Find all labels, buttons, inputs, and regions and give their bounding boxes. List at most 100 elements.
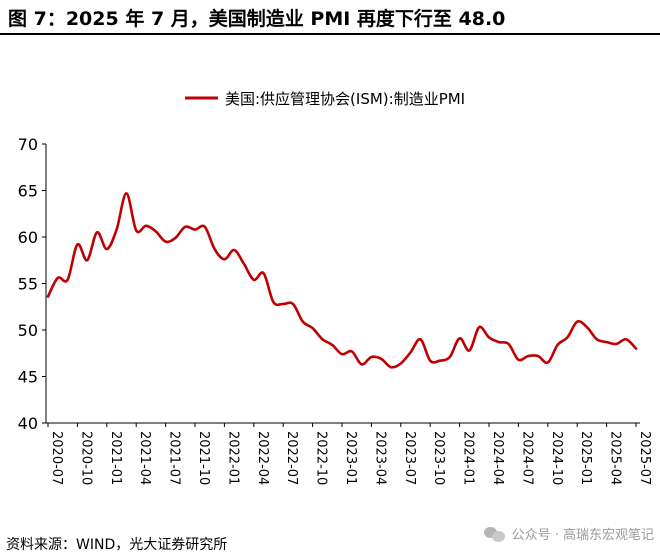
data-point <box>233 249 235 251</box>
x-tick-label: 2024-04 <box>490 431 505 485</box>
wechat-icon <box>483 526 506 542</box>
x-tick-label: 2022-04 <box>255 431 270 485</box>
data-point <box>86 259 88 261</box>
x-tick-label: 2025-04 <box>608 431 623 485</box>
data-point <box>115 228 117 230</box>
data-point <box>311 327 313 329</box>
data-point <box>302 320 304 322</box>
x-tick-label: 2024-10 <box>549 431 564 485</box>
data-point <box>106 248 108 250</box>
y-tick-label: 70 <box>18 135 38 154</box>
data-point <box>76 243 78 245</box>
data-point <box>615 343 617 345</box>
data-point <box>164 240 166 242</box>
data-point <box>380 358 382 360</box>
data-point <box>204 226 206 228</box>
source-note: 资料来源：WIND，光大证券研究所 <box>6 537 228 553</box>
data-point <box>429 359 431 361</box>
x-tick-label: 2021-01 <box>108 431 123 485</box>
y-tick-label: 50 <box>18 321 38 340</box>
data-point <box>145 225 147 227</box>
x-tick-label: 2025-01 <box>578 431 593 485</box>
data-point <box>439 359 441 361</box>
pmi-line-chart: 美国:供应管理协会(ISM):制造业PMI 40 45 50 55 60 65 70 2020… <box>18 90 652 485</box>
y-tick-label: 65 <box>18 182 38 201</box>
x-tick-label: 2023-01 <box>343 431 358 485</box>
data-point <box>292 303 294 305</box>
x-tick-label: 2023-10 <box>431 431 446 485</box>
x-tick-label: 2022-07 <box>284 431 299 485</box>
data-point <box>253 279 255 281</box>
data-point <box>517 359 519 361</box>
data-point <box>458 337 460 339</box>
data-point <box>488 336 490 338</box>
legend: 美国:供应管理协会(ISM):制造业PMI <box>185 90 465 108</box>
data-point <box>468 349 470 351</box>
data-point <box>174 237 176 239</box>
series-line-ism-pmi <box>46 191 638 369</box>
data-point <box>449 356 451 358</box>
x-tick-label: 2025-07 <box>637 431 652 485</box>
data-point <box>321 338 323 340</box>
data-point <box>262 272 264 274</box>
data-point <box>498 341 500 343</box>
x-tick-label: 2020-07 <box>49 431 64 485</box>
data-point <box>47 295 49 297</box>
data-point <box>243 263 245 265</box>
data-point <box>331 344 333 346</box>
data-point <box>400 362 402 364</box>
x-tick-label: 2022-01 <box>225 431 240 485</box>
watermark: 公众号 · 高瑞东宏观笔记 <box>483 524 654 543</box>
y-tick-label: 45 <box>18 368 38 387</box>
data-point <box>341 353 343 355</box>
data-point <box>96 231 98 233</box>
data-point <box>360 363 362 365</box>
y-tick-label: 55 <box>18 275 38 294</box>
data-point <box>194 228 196 230</box>
data-point <box>57 277 59 279</box>
watermark-text: 公众号 · 高瑞东宏观笔记 <box>511 528 654 543</box>
x-tick-label: 2024-07 <box>519 431 534 485</box>
data-point <box>272 301 274 303</box>
data-point <box>370 356 372 358</box>
data-point <box>155 230 157 232</box>
data-point <box>566 336 568 338</box>
data-point <box>635 347 637 349</box>
y-tick-label: 60 <box>18 228 38 247</box>
data-point <box>135 229 137 231</box>
data-point <box>282 303 284 305</box>
data-point <box>596 338 598 340</box>
data-point <box>409 351 411 353</box>
figure-title: 图 7：2025 年 7 月，美国制造业 PMI 再度下行至 48.0 <box>8 8 506 30</box>
x-tick-label: 2021-04 <box>137 431 152 485</box>
x-tick-label: 2023-07 <box>402 431 417 485</box>
title-divider <box>0 33 660 35</box>
axes: 40 45 50 55 60 65 70 2020-07 2020-10 2021-01 2021-… <box>18 135 652 485</box>
x-tick-label: 2021-10 <box>196 431 211 485</box>
data-point <box>547 361 549 363</box>
x-tick-label: 2021-07 <box>167 431 182 485</box>
data-point <box>125 192 127 194</box>
plot-area <box>46 191 638 369</box>
data-point <box>556 344 558 346</box>
y-tick-label: 40 <box>18 414 38 433</box>
data-point <box>419 338 421 340</box>
data-point <box>507 343 509 345</box>
x-tick-label: 2020-10 <box>78 431 93 485</box>
data-point <box>527 355 529 357</box>
x-tick-label: 2024-01 <box>461 431 476 485</box>
data-point <box>351 350 353 352</box>
data-point <box>184 226 186 228</box>
data-point <box>537 355 539 357</box>
x-tick-label: 2023-04 <box>372 431 387 485</box>
data-point <box>66 279 68 281</box>
data-point <box>213 248 215 250</box>
data-point <box>478 326 480 328</box>
x-tick-label: 2022-10 <box>314 431 329 485</box>
data-point <box>223 258 225 260</box>
data-point <box>625 338 627 340</box>
data-point <box>605 341 607 343</box>
data-point <box>390 366 392 368</box>
legend-label: 美国:供应管理协会(ISM):制造业PMI <box>225 90 465 108</box>
data-point <box>576 320 578 322</box>
